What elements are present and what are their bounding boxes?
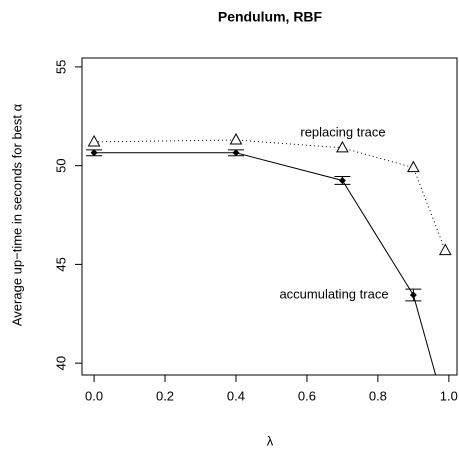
y-tick-label: 50 bbox=[53, 158, 68, 172]
plot-area bbox=[86, 132, 457, 428]
point bbox=[407, 160, 420, 173]
x-tick-label: 0.0 bbox=[85, 388, 103, 403]
point bbox=[90, 149, 98, 157]
series-line bbox=[94, 152, 437, 375]
point bbox=[338, 176, 346, 184]
point bbox=[232, 149, 240, 157]
error-bar bbox=[441, 416, 457, 428]
x-tick-label: 0.4 bbox=[227, 388, 245, 403]
point bbox=[87, 134, 101, 147]
y-axis-label: Average up−time in seconds for best α bbox=[9, 103, 24, 326]
series-annotation: replacing trace bbox=[300, 124, 385, 139]
x-axis-label: λ bbox=[267, 433, 274, 448]
x-tick-label: 0.6 bbox=[298, 388, 316, 403]
y-tick-label: 45 bbox=[53, 257, 68, 271]
point bbox=[336, 140, 349, 153]
y-tick-label: 40 bbox=[53, 356, 68, 370]
x-tick-label: 0.2 bbox=[156, 388, 174, 403]
x-tick-label: 1.0 bbox=[440, 388, 458, 403]
chart-title: Pendulum, RBF bbox=[218, 9, 323, 25]
point bbox=[438, 243, 452, 256]
x-tick-label: 0.8 bbox=[369, 388, 387, 403]
point bbox=[229, 132, 243, 145]
plot-frame bbox=[81, 57, 458, 376]
point bbox=[409, 291, 417, 299]
series-annotation: accumulating trace bbox=[279, 286, 388, 301]
y-tick-label: 55 bbox=[53, 60, 68, 74]
point bbox=[445, 419, 452, 426]
series-line bbox=[94, 139, 446, 251]
